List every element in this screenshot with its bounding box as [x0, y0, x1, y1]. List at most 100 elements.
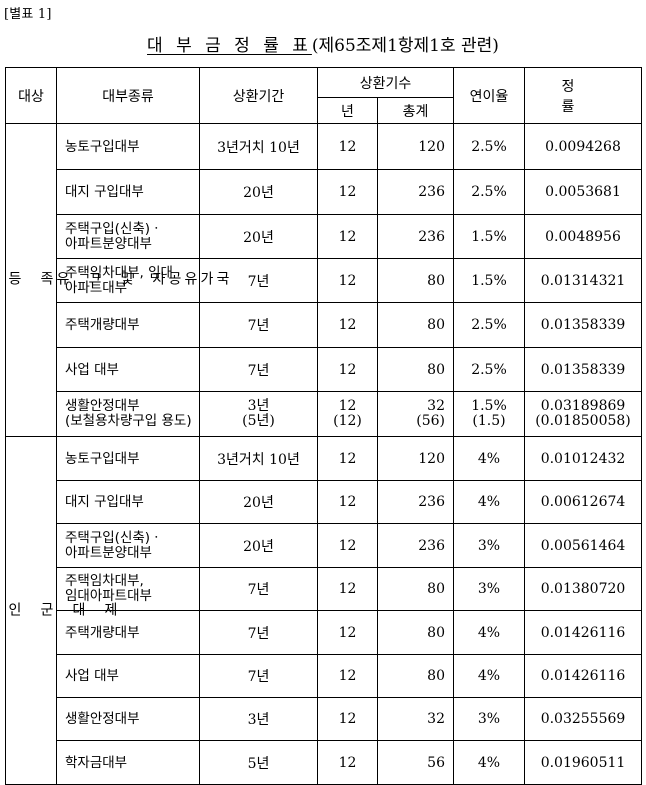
total-cell: 236: [377, 480, 454, 524]
loan-rate-table: 대상 대부종류 상환기간 상환기수 연이율 정 률 년 총계 국 가 유 공 자…: [5, 67, 642, 785]
total-cell: 236: [377, 214, 454, 259]
loan-type-cell: 주택구입(신축)ㆍ 아파트분양대부: [56, 523, 200, 568]
table-row: 국 가 유 공 자 및 그 유 족 등 농토구입대부 3년거치 10년 12 120 2.…: [5, 123, 642, 437]
table-row: 주택임차대부, 임대아파트대부 7년 12 80 3% 0.01380720: [6, 567, 642, 611]
group-label: 제 대 군 인: [5, 436, 118, 785]
table-row: 대지 구입대부 20년 12 236 4% 0.00612674: [6, 480, 642, 524]
period-cell: 3년: [199, 697, 318, 741]
total-cell: 32: [377, 697, 454, 741]
annual-rate-cell: 4%: [453, 480, 525, 524]
per-year-cell: 12: [317, 347, 378, 392]
period-cell: 20년: [199, 169, 318, 215]
header-installments: 상환기수: [317, 67, 454, 98]
annual-rate-cell: 3%: [453, 567, 525, 611]
total-cell: 80: [377, 258, 454, 303]
total-cell: 236: [377, 169, 454, 215]
table-row: 생활안정대부 3년 12 32 3% 0.03255569: [6, 697, 642, 741]
period-cell: 5년: [199, 740, 318, 785]
loan-type-cell: 주택개량대부: [56, 302, 200, 348]
table-title: 대 부 금 정 률 표(제65조제1항제1호 관련): [0, 31, 646, 56]
total-cell: 80: [377, 654, 454, 698]
period-cell: 3년 (5년): [199, 391, 318, 437]
annual-rate-cell: 4%: [453, 436, 525, 481]
per-year-cell: 12: [317, 169, 378, 215]
total-cell: 80: [377, 610, 454, 655]
loan-type-cell: 생활안정대부 (보철용차량구입 용도): [56, 391, 200, 437]
annual-rate-cell: 4%: [453, 610, 525, 655]
table-row: 생활안정대부 (보철용차량구입 용도) 3년 (5년) 12 (12) 32 (56) 1.5%…: [6, 391, 642, 437]
factor-cell: 0.01426116: [524, 610, 642, 655]
total-cell: 80: [377, 347, 454, 392]
loan-type-cell: 주택임차대부, 임대 아파트대부: [56, 258, 200, 303]
doc-tag: [별표 1]: [4, 7, 52, 22]
per-year-cell: 12: [317, 740, 378, 785]
period-cell: 7년: [199, 654, 318, 698]
per-year-cell: 12: [317, 654, 378, 698]
factor-cell: 0.0048956: [524, 214, 642, 259]
header-annual-rate: 연이율: [453, 67, 525, 124]
table-row: 학자금대부 5년 12 56 4% 0.01960511: [6, 740, 642, 785]
annual-rate-cell: 1.5% (1.5): [453, 391, 525, 437]
table-row: 사업 대부 7년 12 80 2.5% 0.01358339: [6, 347, 642, 392]
header-period: 상환기간: [199, 67, 318, 124]
total-cell: 80: [377, 567, 454, 611]
factor-cell: 0.0053681: [524, 169, 642, 215]
total-cell: 80: [377, 302, 454, 348]
factor-cell: 0.01380720: [524, 567, 642, 611]
period-cell: 20년: [199, 480, 318, 524]
annual-rate-cell: 4%: [453, 740, 525, 785]
header-target: 대상: [5, 67, 57, 124]
annual-rate-cell: 3%: [453, 523, 525, 568]
per-year-cell: 12: [317, 610, 378, 655]
annual-rate-cell: 3%: [453, 697, 525, 741]
table-row: 주택개량대부 7년 12 80 2.5% 0.01358339: [6, 302, 642, 348]
per-year-cell: 12: [317, 258, 378, 303]
factor-cell: 0.03189869 (0.01850058): [524, 391, 642, 437]
table-row: 주택구입(신축)ㆍ 아파트분양대부 20년 12 236 3% 0.00561464: [6, 523, 642, 568]
factor-cell: 0.01358339: [524, 302, 642, 348]
annual-rate-cell: 4%: [453, 654, 525, 698]
annual-rate-cell: 1.5%: [453, 214, 525, 259]
loan-type-cell: 대지 구입대부: [56, 169, 200, 215]
factor-cell: 0.01960511: [524, 740, 642, 785]
period-cell: 7년: [199, 567, 318, 611]
title-main: 대 부 금 정 률 표: [147, 36, 312, 56]
table-row: 주택구입(신축)ㆍ 아파트분양대부 20년 12 236 1.5% 0.0048956: [6, 214, 642, 259]
period-cell: 20년: [199, 214, 318, 259]
per-year-cell: 12: [317, 214, 378, 259]
factor-cell: 0.03255569: [524, 697, 642, 741]
loan-type-cell: 농토구입대부: [56, 123, 200, 170]
per-year-cell: 12: [317, 123, 378, 170]
header-total: 총계: [377, 97, 454, 124]
loan-type-cell: 대지 구입대부: [56, 480, 200, 524]
header-loan-type: 대부종류: [56, 67, 200, 124]
annual-rate-cell: 1.5%: [453, 258, 525, 303]
total-cell: 32 (56): [377, 391, 454, 437]
factor-cell: 0.01358339: [524, 347, 642, 392]
factor-cell: 0.01012432: [524, 436, 642, 481]
period-cell: 3년거치 10년: [199, 436, 318, 481]
per-year-cell: 12: [317, 697, 378, 741]
per-year-cell: 12: [317, 567, 378, 611]
table-row: 대지 구입대부 20년 12 236 2.5% 0.0053681: [6, 169, 642, 215]
header-per-year: 년: [317, 97, 378, 124]
table-row: 사업 대부 7년 12 80 4% 0.01426116: [6, 654, 642, 698]
period-cell: 7년: [199, 347, 318, 392]
total-cell: 236: [377, 523, 454, 568]
total-cell: 56: [377, 740, 454, 785]
annual-rate-cell: 2.5%: [453, 347, 525, 392]
period-cell: 20년: [199, 523, 318, 568]
table-row: 주택개량대부 7년 12 80 4% 0.01426116: [6, 610, 642, 655]
loan-type-cell: 주택개량대부: [56, 610, 200, 655]
per-year-cell: 12: [317, 523, 378, 568]
header-factor: 정 률: [524, 67, 642, 124]
loan-type-cell: 학자금대부: [56, 740, 200, 785]
annual-rate-cell: 2.5%: [453, 123, 525, 170]
factor-cell: 0.0094268: [524, 123, 642, 170]
per-year-cell: 12: [317, 480, 378, 524]
loan-type-cell: 사업 대부: [56, 347, 200, 392]
total-cell: 120: [377, 436, 454, 481]
factor-cell: 0.00612674: [524, 480, 642, 524]
period-cell: 7년: [199, 610, 318, 655]
period-cell: 7년: [199, 302, 318, 348]
